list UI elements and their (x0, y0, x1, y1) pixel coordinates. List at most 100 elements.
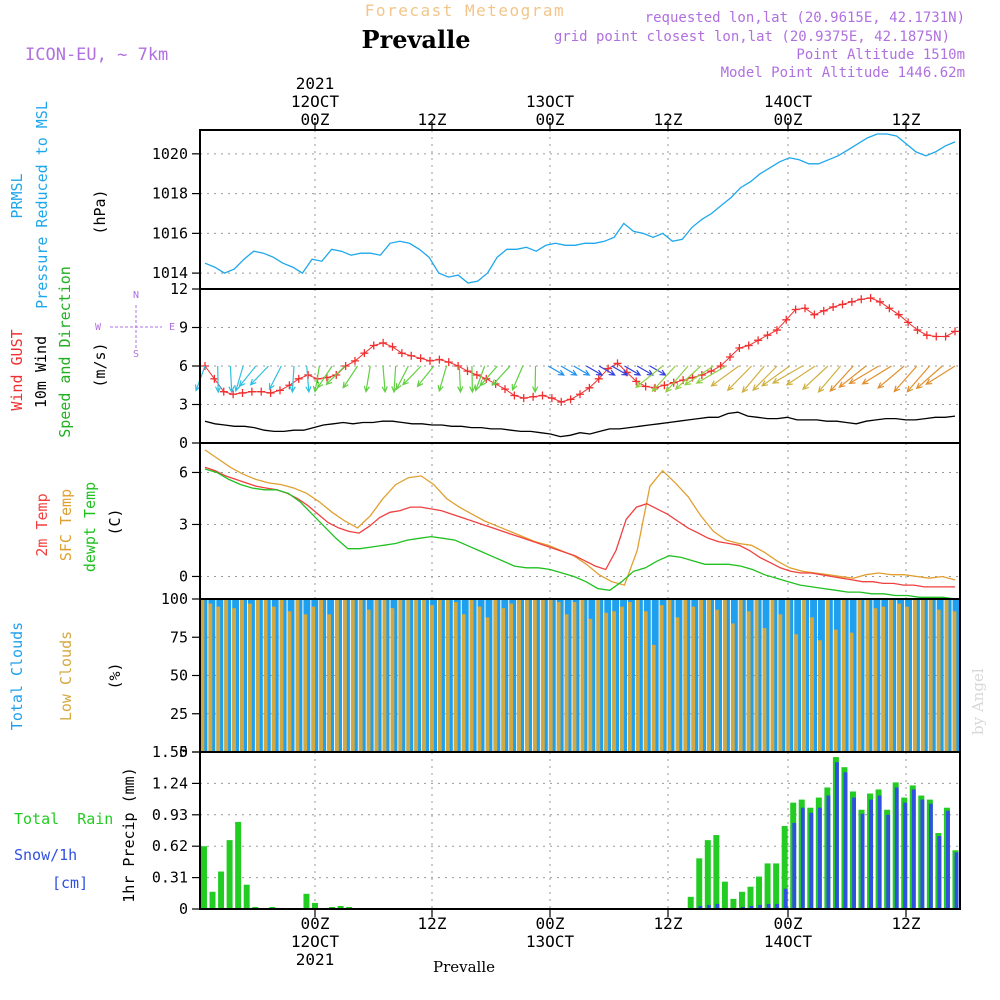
wind-gust-point (660, 381, 669, 390)
rain-bar (781, 825, 788, 909)
wind-gust-point (941, 332, 950, 341)
wind-direction-arrow (457, 365, 464, 394)
low-clouds-bar (936, 609, 941, 752)
low-clouds-bar (287, 611, 292, 752)
snow-bar (758, 904, 763, 909)
snow-bar (809, 812, 814, 909)
wind-direction-arrow (234, 365, 244, 393)
low-clouds-label: Low Clouds (57, 631, 75, 721)
wind-gust-point (557, 397, 566, 406)
low-clouds-bar (738, 599, 743, 752)
snow-bar (843, 772, 848, 909)
snow-bar (741, 906, 745, 909)
wind-gust-point (735, 344, 744, 353)
wind-direction-arrow (363, 365, 371, 394)
rain-bar (687, 896, 694, 909)
wind-gust-point (351, 356, 359, 365)
wind-direction-arrow (829, 365, 854, 393)
snow-bar (826, 795, 831, 909)
low-clouds-bar (604, 612, 609, 752)
wind-direction-arrow (771, 365, 803, 384)
wind-gust-point (632, 377, 641, 386)
low-clouds-bar (667, 599, 672, 752)
low-clouds-bar (857, 599, 862, 752)
rain-bar (713, 835, 720, 909)
wind-gust-point (744, 341, 753, 350)
low-clouds-bar (271, 606, 276, 752)
wind-gust-point (566, 395, 575, 404)
wind-gust-point (838, 300, 847, 309)
wind-gust-point (791, 305, 800, 314)
rain-bar (243, 884, 250, 909)
clouds-ytick-label: 100 (161, 590, 188, 608)
low-clouds-bar (746, 611, 751, 752)
snow-bar (860, 813, 865, 909)
wind-gust-point (219, 387, 228, 396)
wind-gust-point (772, 326, 781, 335)
precip-ytick-label: 0.93 (152, 806, 188, 824)
header-title: Forecast Meteogram (365, 1, 565, 20)
temp-ytick-label: 0 (179, 567, 188, 585)
pressure-ytick-label: 1014 (152, 264, 188, 282)
low-clouds-bar (509, 603, 514, 752)
low-clouds-bar (730, 623, 735, 752)
time-label-top: 12Z (418, 110, 447, 129)
wind-gust-point (641, 382, 650, 391)
wind-direction-arrow (560, 365, 578, 376)
low-clouds-bar (754, 599, 759, 752)
wind-gust-point (782, 315, 791, 324)
low-clouds-bar (438, 599, 442, 752)
wind-gust-point (763, 331, 772, 340)
rain-bar (235, 821, 242, 909)
wind-gust-point (885, 304, 894, 313)
low-clouds-bar (493, 599, 498, 752)
wind-direction-arrow (342, 365, 359, 389)
pressure-ytick-label: 1020 (152, 145, 188, 163)
wind-gust-point (285, 381, 294, 390)
precip-ytick-label: 0.31 (152, 869, 188, 887)
low-clouds-bar (620, 606, 624, 752)
low-clouds-bar (556, 602, 561, 752)
wind-direction-arrow (479, 365, 498, 387)
low-clouds-bar (715, 609, 719, 752)
wind-gust-point (397, 349, 406, 358)
wind-ytick-label: 0 (179, 434, 188, 452)
rain-bar (218, 871, 225, 909)
wind-gust-point (576, 390, 584, 399)
wind-direction-arrow (665, 365, 689, 393)
low-clouds-bar (303, 614, 308, 752)
wind-gust-point (294, 374, 303, 383)
rain-bar (346, 906, 353, 909)
wind-gust-point (247, 387, 256, 396)
wind-direction-arrow (761, 365, 791, 387)
sfc-temp-line (204, 449, 956, 586)
low-clouds-bar (841, 599, 846, 752)
wind-direction-arrow (238, 365, 257, 388)
model-label: ICON-EU, ~ 7km (25, 45, 168, 65)
low-clouds-bar (390, 608, 395, 752)
snow-bar (903, 802, 908, 909)
wind-gust-point (510, 391, 519, 400)
snow-bar (835, 762, 839, 909)
snow-label: Snow/1h (14, 846, 77, 864)
snow-bar (954, 852, 959, 909)
pressure-unit-label: (hPa) (91, 189, 109, 234)
low-clouds-bar (723, 599, 727, 752)
snow-bar (852, 797, 856, 909)
wind-gust-point (238, 388, 247, 397)
time-label-bottom: 12Z (654, 914, 683, 933)
low-clouds-bar (295, 599, 300, 752)
wind-direction-arrow (598, 365, 616, 376)
wind-gust-point (707, 367, 716, 376)
wind-gust-point (594, 374, 603, 383)
time-label-top: 2021 (296, 74, 335, 93)
wind-gust-point (463, 367, 472, 376)
clouds-ytick-label: 75 (170, 628, 188, 646)
wind-direction-arrow (395, 365, 409, 391)
low-clouds-bar (794, 634, 799, 752)
low-clouds-bar (224, 599, 229, 752)
wind-gust-point (444, 358, 453, 367)
low-clouds-bar (928, 599, 933, 752)
snow-bar (749, 905, 754, 909)
low-clouds-bar (913, 599, 917, 752)
